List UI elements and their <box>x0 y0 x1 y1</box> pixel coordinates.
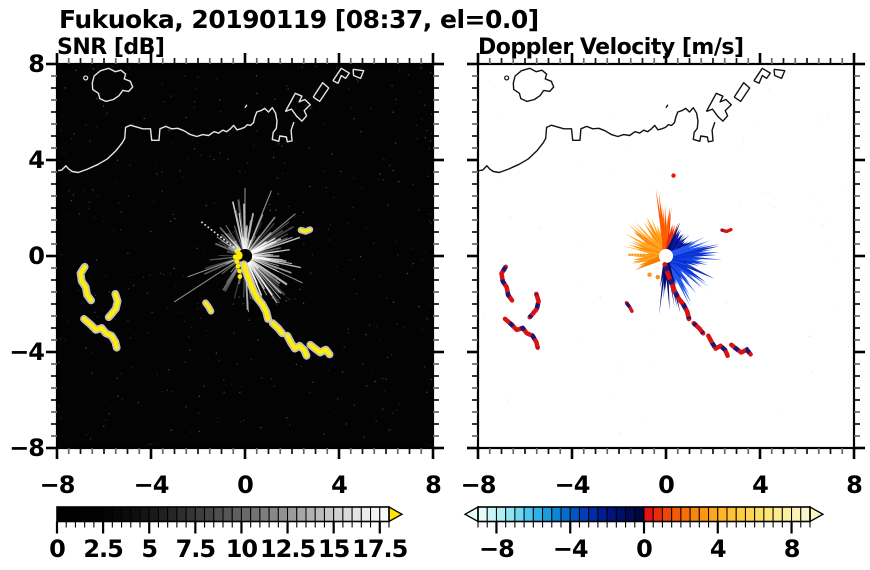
colorbar-over-arrow <box>388 505 404 523</box>
colorbar-tick-label: −4 <box>552 535 589 563</box>
x-tick-label: −8 <box>460 471 497 499</box>
colorbar-tick-label: 8 <box>783 535 801 563</box>
colorbar-over-arrow <box>809 505 825 523</box>
snr-panel-label: SNR [dB] <box>57 35 165 60</box>
cbar-snr-cells <box>56 506 390 522</box>
x-tick-label: 0 <box>658 471 675 499</box>
snr-content <box>57 64 433 447</box>
colorbar-tick-label: 12.5 <box>259 535 316 563</box>
y-tick-label: 0 <box>28 242 45 270</box>
snr-colorbar <box>55 505 404 534</box>
x-tick-label: −4 <box>554 471 591 499</box>
snr-panel-plot <box>46 53 444 459</box>
cbar-dop-cells <box>477 506 811 522</box>
colorbar-tick-label: −8 <box>479 535 515 563</box>
colorbar-tick-label: 0 <box>636 535 653 563</box>
doppler-panel-plot <box>467 53 865 459</box>
doppler-colorbar <box>463 505 825 534</box>
doppler-content <box>478 67 850 445</box>
colorbar-tick-label: 0 <box>49 535 66 563</box>
y-tick-label: −8 <box>9 434 45 462</box>
snr-axis-ticks <box>46 53 444 459</box>
x-tick-label: 4 <box>331 471 348 499</box>
colorbar-under-arrow <box>463 505 479 523</box>
x-tick-label: 8 <box>846 471 863 499</box>
x-tick-label: 4 <box>752 471 769 499</box>
colorbar-tick-label: 17.5 <box>352 535 408 563</box>
cbar-dop-ticks <box>477 521 811 534</box>
radar-center-hole <box>658 248 674 264</box>
y-tick-label: 8 <box>28 50 45 78</box>
colorbar-tick-label: 2.5 <box>83 535 124 563</box>
x-tick-label: 0 <box>237 471 254 499</box>
doppler-axis-ticks <box>467 53 865 459</box>
colorbar-tick-label: 15 <box>317 535 350 563</box>
colorbar-tick-label: 7.5 <box>175 535 217 563</box>
y-tick-label: −4 <box>9 338 45 366</box>
colorbar-tick-label: 10 <box>225 535 258 563</box>
x-tick-label: 8 <box>425 471 442 499</box>
cbar-snr-ticks <box>55 521 390 534</box>
x-tick-label: −8 <box>39 471 76 499</box>
colorbar-tick-label: 4 <box>709 535 727 563</box>
colorbar-tick-label: 5 <box>141 535 158 563</box>
doppler-panel-label: Doppler Velocity [m/s] <box>478 35 744 60</box>
x-tick-label: −4 <box>133 471 170 499</box>
y-tick-label: 4 <box>28 146 45 174</box>
figure-title: Fukuoka, 20190119 [08:37, el=0.0] <box>59 5 539 34</box>
